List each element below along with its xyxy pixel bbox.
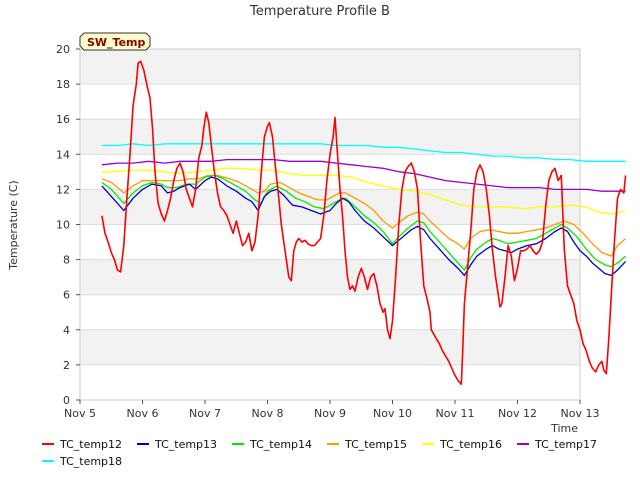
- y-tick-label: 0: [63, 394, 70, 407]
- x-tick-label: Nov 10: [373, 407, 412, 420]
- series-line-tc-temp12: [101, 60, 627, 385]
- y-tick-label: 20: [56, 43, 70, 56]
- series-line-tc-temp18: [101, 143, 626, 162]
- legend-label: TC_temp15: [344, 438, 407, 451]
- legend-label: TC_temp18: [59, 455, 122, 468]
- x-tick-label: Nov 7: [189, 407, 221, 420]
- series-line-tc-temp14: [101, 174, 627, 271]
- x-tick-label: Nov 6: [127, 407, 159, 420]
- x-tick-label: Nov 8: [252, 407, 284, 420]
- y-tick-label: 6: [63, 289, 70, 302]
- grid-band: [80, 224, 580, 260]
- y-tick-label: 2: [63, 359, 70, 372]
- annotation-badge-box: [79, 32, 151, 51]
- y-axis-ticks: 0 2 4 6 8 10 12 14 16 18 20: [56, 43, 80, 407]
- grid-band: [80, 84, 580, 120]
- x-tick-label: Nov 12: [498, 407, 537, 420]
- x-tick-label: Nov 11: [436, 407, 475, 420]
- y-tick-label: 8: [63, 254, 70, 267]
- legend-label: TC_temp17: [534, 438, 597, 451]
- y-tick-label: 10: [56, 219, 70, 232]
- x-axis-ticks: Nov 5 Nov 6 Nov 7 Nov 8 Nov 9 Nov 10 Nov 11 Nov…: [64, 400, 599, 420]
- grid-band: [80, 329, 580, 365]
- series-line-tc-temp16: [101, 167, 626, 215]
- annotation-badge: SW_Temp: [79, 32, 151, 51]
- grid-band: [80, 119, 580, 155]
- x-tick-label: Nov 13: [561, 407, 600, 420]
- legend-label: TC_temp14: [249, 438, 312, 451]
- y-tick-label: 12: [56, 183, 70, 196]
- chart-title: Temperature Profile B: [249, 4, 390, 19]
- legend-label: TC_temp16: [439, 438, 502, 451]
- legend: TC_temp12 TC_temp13 TC_temp14 TC_temp15 TC_t…: [42, 438, 597, 468]
- annotation-badge-text: SW_Temp: [87, 36, 146, 49]
- x-axis-label: Time: [550, 422, 578, 435]
- grid-band: [80, 294, 580, 330]
- y-tick-label: 4: [63, 324, 70, 337]
- x-tick-label: Nov 9: [314, 407, 346, 420]
- grid-band: [80, 49, 580, 85]
- y-axis-label: Temperature (C): [7, 180, 20, 270]
- legend-label: TC_temp13: [154, 438, 217, 451]
- x-tick-label: Nov 5: [64, 407, 96, 420]
- series-layer: [101, 60, 627, 385]
- y-tick-label: 18: [56, 78, 70, 91]
- grid-band: [80, 364, 580, 400]
- legend-label: TC_temp12: [59, 438, 122, 451]
- series-line-tc-temp17: [101, 158, 626, 192]
- series-line-tc-temp13: [101, 176, 627, 277]
- y-tick-label: 16: [56, 113, 70, 126]
- y-tick-label: 14: [56, 148, 70, 161]
